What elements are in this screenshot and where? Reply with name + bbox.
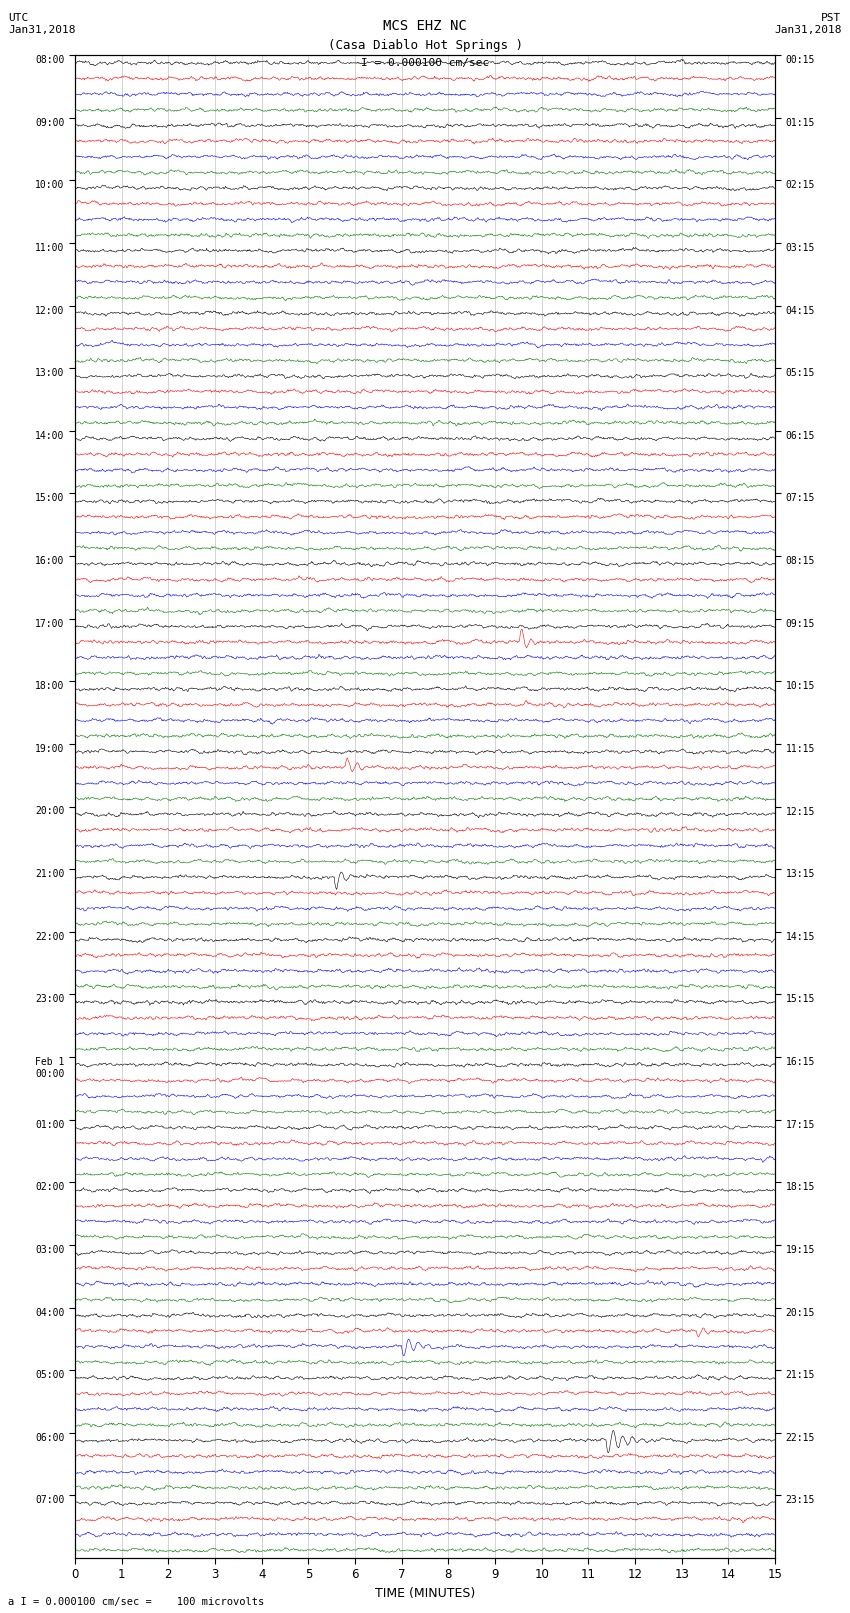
Text: a I = 0.000100 cm/sec =    100 microvolts: a I = 0.000100 cm/sec = 100 microvolts (8, 1597, 264, 1607)
Text: PST
Jan31,2018: PST Jan31,2018 (774, 13, 842, 34)
Text: MCS EHZ NC: MCS EHZ NC (383, 19, 467, 34)
Text: I = 0.000100 cm/sec: I = 0.000100 cm/sec (361, 58, 489, 68)
Text: (Casa Diablo Hot Springs ): (Casa Diablo Hot Springs ) (327, 39, 523, 52)
X-axis label: TIME (MINUTES): TIME (MINUTES) (375, 1587, 475, 1600)
Text: UTC
Jan31,2018: UTC Jan31,2018 (8, 13, 76, 34)
